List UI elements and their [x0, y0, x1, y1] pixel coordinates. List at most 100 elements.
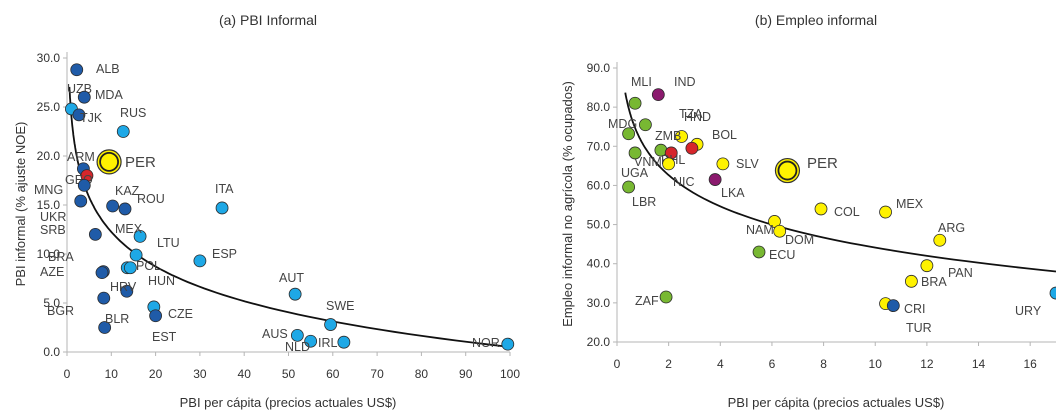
- point-nor: [501, 337, 515, 351]
- point-mng: [77, 178, 91, 192]
- y-tick-label: 20.0: [37, 149, 61, 163]
- point-tza: [639, 118, 652, 132]
- point-ukr: [74, 194, 88, 208]
- point-label-kaz: KAZ: [115, 184, 140, 198]
- point-label-lbr: LBR: [632, 195, 656, 209]
- point-ita: [215, 201, 229, 215]
- x-axis-label: PBI per cápita (precios actuales US$): [728, 395, 945, 410]
- point-label-nor: NOR: [472, 336, 500, 350]
- point-label-alb: ALB: [96, 62, 120, 76]
- point-label-irl: IRL: [318, 336, 338, 350]
- x-tick-label: 10: [105, 367, 119, 381]
- y-tick-label: 15.0: [37, 198, 61, 212]
- point-per: [99, 151, 119, 172]
- point-label-mdg: MDG: [608, 117, 637, 131]
- point-label-lka: LKA: [721, 186, 745, 200]
- point-label-ukr: UKR: [40, 210, 66, 224]
- point-aut: [288, 287, 302, 301]
- x-tick-label: 80: [415, 367, 429, 381]
- point-label-est: EST: [152, 330, 177, 344]
- point-slv: [716, 157, 730, 171]
- point-label-arg: ARG: [938, 221, 965, 235]
- point-label-bra: BRA: [48, 250, 74, 264]
- point-pan: [920, 259, 934, 273]
- point-label-per: PER: [125, 154, 156, 171]
- point-label-nic: NIC: [673, 175, 695, 189]
- x-tick-label: 4: [717, 357, 724, 371]
- point-label-ind: IND: [674, 75, 696, 89]
- point-label-col: COL: [834, 205, 860, 219]
- point-label-tza: TZA: [679, 107, 703, 121]
- point-label-aus: AUS: [262, 327, 288, 341]
- x-tick-label: 90: [459, 367, 473, 381]
- point-label-cri: CRI: [904, 302, 926, 316]
- chart-title: (b) Empleo informal: [755, 12, 877, 28]
- point-label-ltu: LTU: [157, 236, 180, 250]
- point-label-mli: MLI: [631, 75, 652, 89]
- point-label-vnm: VNM: [634, 155, 662, 169]
- point-mli: [628, 96, 642, 110]
- point-mda: [77, 90, 91, 104]
- point-label-aze: AZE: [40, 265, 64, 279]
- point-label-slv: SLV: [736, 157, 759, 171]
- point-dom: [773, 224, 787, 238]
- point-label-swe: SWE: [326, 299, 354, 313]
- x-tick-label: 0: [64, 367, 71, 381]
- point-tur: [886, 299, 900, 312]
- point-mdg: [622, 127, 636, 141]
- point-label-hnd: HND: [684, 110, 711, 124]
- point-phl: [685, 141, 699, 155]
- y-tick-label: 70.0: [587, 139, 611, 153]
- point-label-ury: URY: [1015, 304, 1042, 318]
- point-bgr: [97, 291, 111, 305]
- chart-panel-informal-gdp: (a) PBI Informal PBI per cápita (precios …: [13, 12, 520, 410]
- point-esp: [193, 254, 207, 268]
- x-tick-label: 30: [193, 367, 207, 381]
- point-label-arm: ARM: [67, 150, 95, 164]
- point-label-bgr: BGR: [47, 304, 74, 318]
- point-label-mng: MNG: [34, 183, 63, 197]
- point-uga: [628, 146, 642, 160]
- x-tick-label: 10: [869, 357, 883, 371]
- point-rus: [116, 125, 130, 138]
- x-axis-label: PBI per cápita (precios actuales US$): [180, 395, 397, 410]
- point-irl: [337, 335, 351, 349]
- point-hrv: [120, 284, 134, 298]
- x-tick-label: 8: [820, 357, 827, 371]
- point-label-nam: NAM: [746, 223, 774, 237]
- x-tick-label: 2: [665, 357, 672, 371]
- point-label-bra: BRA: [921, 275, 947, 289]
- point-blr: [98, 321, 112, 334]
- x-tick-label: 6: [769, 357, 776, 371]
- y-tick-label: 40.0: [587, 257, 611, 271]
- point-ury: [1049, 286, 1056, 300]
- point-label-ecu: ECU: [769, 248, 795, 262]
- point-mex: [133, 229, 147, 243]
- point-aze: [95, 266, 109, 280]
- point-mex: [879, 205, 892, 219]
- point-ind: [651, 88, 665, 102]
- point-hnd: [675, 130, 688, 143]
- point-lbr: [622, 180, 636, 194]
- y-tick-label: 90.0: [587, 61, 611, 75]
- x-tick-label: 12: [920, 357, 934, 371]
- trend-curve: [68, 86, 511, 348]
- point-ltu: [129, 248, 143, 262]
- point-label-srb: SRB: [40, 223, 66, 237]
- point-label-bol: BOL: [712, 128, 737, 142]
- chart-panel-informal-employment: (b) Empleo informal PBI per cápita (preci…: [560, 12, 1056, 410]
- y-tick-label: 60.0: [587, 178, 611, 192]
- point-label-mda: MDA: [95, 88, 123, 102]
- point-label-aut: AUT: [279, 271, 304, 285]
- x-tick-label: 40: [238, 367, 252, 381]
- point-alb: [70, 63, 84, 77]
- y-axis-label: Empleo informal no agrícola (% ocupados): [560, 81, 575, 327]
- y-tick-label: 5.0: [43, 296, 60, 310]
- chart-title: (a) PBI Informal: [219, 12, 317, 28]
- point-label-mex: MEX: [115, 222, 143, 236]
- y-tick-label: 50.0: [587, 218, 611, 232]
- point-label-tjk: TJK: [80, 111, 103, 125]
- x-tick-label: 100: [500, 367, 520, 381]
- point-lka: [708, 173, 722, 186]
